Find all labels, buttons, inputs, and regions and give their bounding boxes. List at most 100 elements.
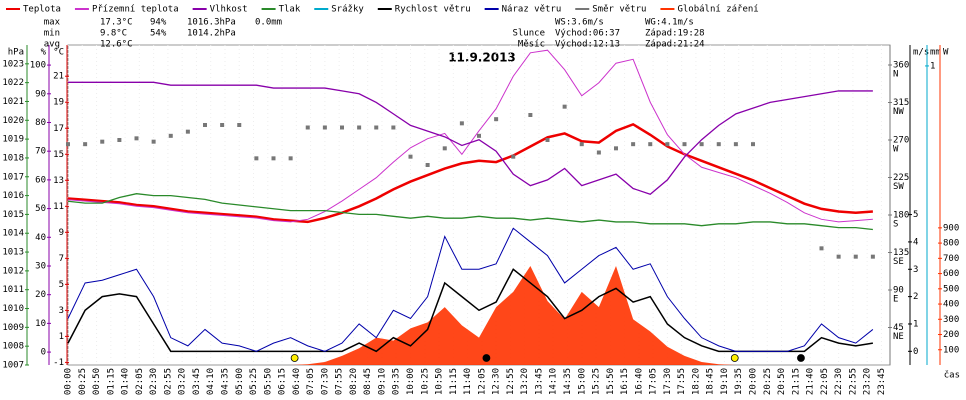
y-tick-label: 600	[943, 269, 959, 279]
stat-value: 9.8°C	[100, 29, 127, 39]
y-tick-label: 180	[893, 211, 909, 221]
y-tick-label: 135	[893, 248, 909, 258]
x-tick-label: 22:05	[820, 368, 830, 395]
x-tick-label: 02:55	[163, 368, 173, 395]
y-tick-label: 70	[35, 147, 46, 157]
x-tick-label: 17:55	[677, 368, 687, 395]
x-tick-label: 06:15	[278, 368, 288, 395]
legend-label: Globální záření	[677, 5, 758, 15]
compass-label: W	[893, 145, 899, 155]
x-tick-label: 10:25	[420, 368, 430, 395]
y-tick-label: 900	[943, 223, 959, 233]
direction-dot	[733, 142, 738, 147]
direction-dot	[648, 142, 653, 147]
stat-value: 1014.2hPa	[187, 29, 236, 39]
x-tick-label: 07:55	[335, 368, 345, 395]
axis-unit: hPa	[8, 48, 24, 58]
compass-label: SW	[893, 182, 904, 192]
y-tick-label: 90	[893, 286, 904, 296]
direction-dot	[374, 125, 379, 130]
x-tick-label: 07:30	[320, 368, 330, 395]
y-tick-label: 1007	[2, 361, 24, 371]
x-tick-label: 03:45	[192, 368, 202, 395]
stat-value: 94%	[150, 18, 167, 28]
y-tick-label: 80	[35, 118, 46, 128]
y-tick-label: 1	[930, 61, 935, 71]
x-tick-label: 12:55	[506, 368, 516, 395]
direction-dot	[425, 163, 430, 167]
legend-label: Srážky	[331, 5, 364, 15]
y-tick-label: 50	[35, 204, 46, 214]
x-tick-label: 14:35	[563, 368, 573, 395]
x-tick-label: 23:20	[863, 368, 873, 395]
x-tick-label: 08:45	[363, 368, 373, 395]
y-tick-label: 30	[35, 261, 46, 271]
solar-area	[68, 265, 873, 365]
legend-label: Rychlost větru	[395, 5, 471, 15]
x-tick-label: 10:00	[406, 368, 416, 395]
y-tick-label: 19	[53, 98, 64, 108]
y-tick-label: 1020	[2, 116, 24, 126]
direction-dot	[168, 133, 173, 138]
y-tick-label: 225	[893, 173, 909, 183]
y-tick-label: 1022	[2, 78, 24, 88]
direction-dot	[870, 254, 875, 259]
y-tick-label: 1010	[2, 304, 24, 314]
legend-label: Teplota	[23, 5, 61, 15]
direction-dot	[494, 117, 499, 122]
x-tick-label: 20:25	[763, 368, 773, 395]
x-tick-label: 17:30	[663, 368, 673, 395]
x-tick-label: 13:20	[520, 368, 530, 395]
y-tick-label: 4	[913, 237, 918, 247]
y-tick-label: 0	[913, 347, 918, 357]
stat-value: avg	[44, 40, 60, 50]
direction-dot	[631, 142, 636, 147]
y-tick-label: 0	[41, 348, 46, 358]
direction-dot	[562, 104, 567, 109]
x-tick-label: 09:35	[392, 368, 402, 395]
direction-dot	[357, 125, 362, 130]
x-tick-label: 19:10	[720, 368, 730, 395]
x-tick-label: 18:45	[706, 368, 716, 395]
y-tick-label: 3	[913, 265, 918, 275]
legend-label: Tlak	[279, 5, 301, 15]
x-tick-label: 02:05	[135, 368, 145, 395]
sun-text: Východ:06:37	[555, 29, 620, 39]
y-tick-label: 7	[59, 254, 64, 264]
direction-dot	[596, 150, 601, 155]
direction-dot	[459, 121, 464, 126]
x-tick-label: 10:50	[435, 368, 445, 395]
direction-dot	[66, 142, 70, 147]
compass-label: N	[893, 70, 898, 80]
direction-dot	[305, 125, 310, 130]
y-tick-label: 17	[53, 124, 64, 134]
series-line	[67, 227, 874, 352]
direction-dot	[853, 254, 858, 259]
y-tick-label: 11	[53, 202, 64, 212]
x-tick-label: 04:10	[206, 368, 216, 395]
y-tick-label: 1019	[2, 135, 24, 145]
direction-dot	[579, 142, 584, 147]
direction-dot	[614, 146, 618, 151]
x-tick-label: 05:00	[235, 368, 245, 395]
y-tick-label: 1018	[2, 153, 24, 163]
axis-unit: m/s	[913, 48, 929, 58]
y-tick-label: 1012	[2, 266, 24, 276]
x-tick-label: 11:40	[463, 368, 473, 395]
direction-dot	[203, 123, 207, 127]
direction-dot	[819, 246, 824, 251]
direction-dot	[100, 139, 105, 144]
x-tick-label: 00:25	[78, 368, 88, 395]
y-tick-label: 90	[35, 89, 46, 99]
direction-dot	[271, 156, 276, 161]
series-line	[67, 122, 873, 224]
direction-dot	[751, 142, 755, 147]
direction-dot	[340, 125, 344, 130]
moon-text: Východ:12:13	[555, 40, 620, 50]
plot-area	[67, 44, 891, 366]
y-tick-label: 360	[893, 61, 909, 71]
x-tick-label: 09:10	[377, 368, 387, 395]
direction-dot	[682, 142, 687, 147]
direction-dot	[254, 156, 259, 161]
